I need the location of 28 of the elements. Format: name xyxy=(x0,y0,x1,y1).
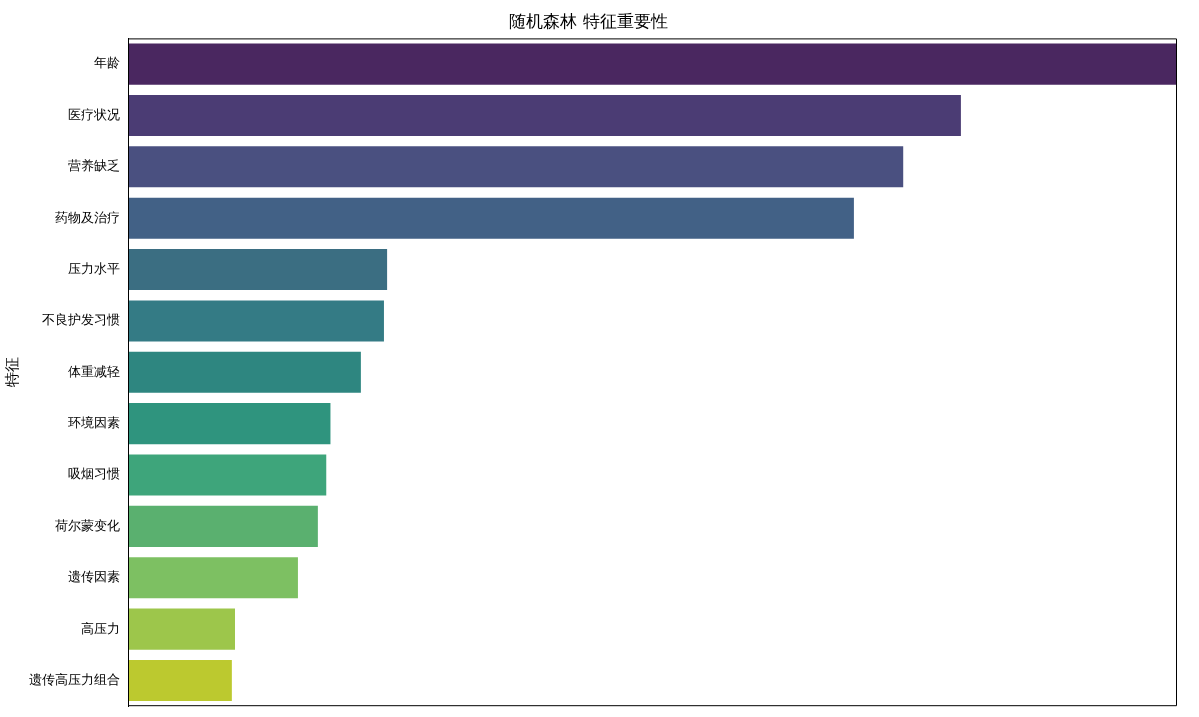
bar xyxy=(128,505,318,547)
bar xyxy=(128,249,388,291)
y-tick-label: 高压力 xyxy=(81,620,120,636)
y-tick-label: 遗传高压力组合 xyxy=(29,671,120,687)
bar xyxy=(128,403,331,445)
y-tick-label: 年龄 xyxy=(94,55,120,71)
y-tick-label: 遗传因素 xyxy=(68,569,120,585)
bar xyxy=(128,454,327,496)
bar xyxy=(128,43,1177,85)
y-tick-label: 医疗状况 xyxy=(68,106,120,122)
y-tick-label: 吸烟习惯 xyxy=(68,466,120,482)
y-tick-label: 环境因素 xyxy=(68,415,120,431)
bar xyxy=(128,608,235,650)
y-tick-label: 不良护发习惯 xyxy=(42,312,120,328)
y-tick-label: 压力水平 xyxy=(68,260,120,276)
y-tick-label: 体重减轻 xyxy=(68,363,120,379)
bar xyxy=(128,300,384,342)
bar xyxy=(128,557,298,599)
bar xyxy=(128,659,232,702)
y-tick-label: 药物及治疗 xyxy=(55,209,120,225)
y-axis-title: 特征 xyxy=(2,357,21,388)
bar xyxy=(128,94,961,136)
y-tick-label: 荷尔蒙变化 xyxy=(55,517,120,533)
y-tick-label: 营养缺乏 xyxy=(68,158,120,174)
chart-title: 随机森林 特征重要性 xyxy=(509,10,668,31)
bar xyxy=(128,197,854,239)
bar xyxy=(128,351,361,393)
bar xyxy=(128,146,904,188)
